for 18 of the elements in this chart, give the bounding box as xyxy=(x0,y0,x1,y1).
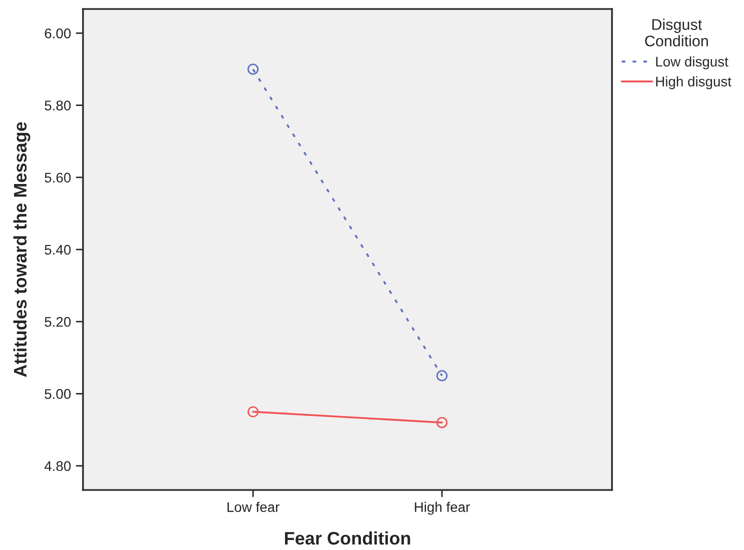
x-tick-label: Low fear xyxy=(228,502,280,512)
point xyxy=(436,370,448,382)
legend-label: High disgust xyxy=(656,76,732,90)
y-tick-label: 5.00 xyxy=(44,389,71,399)
y-tick-label: 5.80 xyxy=(44,100,71,110)
y-axis-title: Attitudes toward the Message xyxy=(13,122,30,377)
y-tick-label: 5.60 xyxy=(44,172,71,183)
legend-title: Disgust Condition xyxy=(645,18,708,46)
y-tick-label: 5.40 xyxy=(44,244,71,255)
point xyxy=(247,64,259,75)
point xyxy=(247,406,259,418)
point xyxy=(436,417,448,428)
x-tick-label: High fear xyxy=(414,502,470,515)
y-tick-label: 6.00 xyxy=(44,28,71,38)
y-tick-label: 5.20 xyxy=(44,316,71,327)
y-tick-label: 4.80 xyxy=(44,461,71,472)
legend-label: Low disgust xyxy=(656,56,728,70)
x-axis-title: Fear Condition xyxy=(285,531,410,545)
